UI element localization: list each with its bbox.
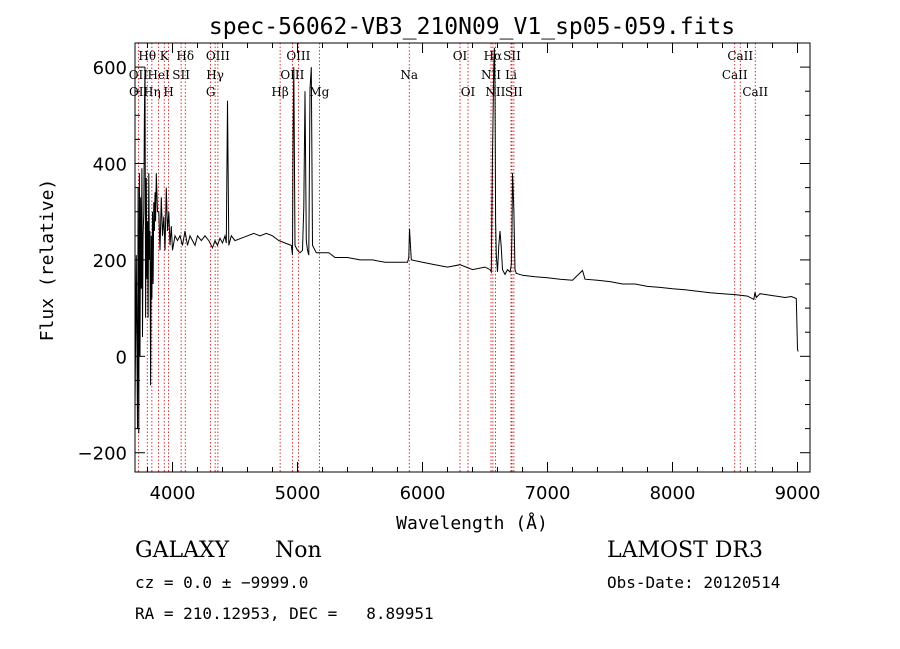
line-marker-label: Hα (484, 49, 503, 63)
line-marker-label: K (160, 49, 170, 63)
line-marker-label: Hη (143, 85, 161, 99)
line-marker-label: OI (453, 49, 468, 63)
x-axis: 4000 5000 6000 7000 8000 9000 (147, 43, 821, 504)
x-tick-label: 8000 (650, 483, 696, 504)
line-marker-label: G (206, 85, 216, 99)
spectrum-line (134, 47, 799, 434)
line-marker-label: Mg (309, 85, 329, 99)
line-marker-label: OII (129, 68, 149, 82)
line-marker-label: SII (505, 85, 523, 99)
line-marker-label: Hγ (206, 68, 224, 82)
y-tick-label: −200 (78, 444, 127, 465)
x-tick-label: 9000 (775, 483, 821, 504)
y-tick-label: 600 (93, 58, 127, 79)
line-marker-label: OIII (286, 49, 310, 63)
x-tick-label: 5000 (275, 483, 321, 504)
line-marker-label: OI (461, 85, 476, 99)
ra-dec: RA = 210.12953, DEC = 8.89951 (135, 604, 434, 623)
object-subclass: Non (275, 538, 322, 563)
y-tick-label: 0 (116, 347, 127, 368)
x-tick-label: 4000 (150, 483, 196, 504)
chart-title: spec-56062-VB3_210N09_V1_sp05-059.fits (209, 14, 735, 40)
line-marker-label: Hβ (271, 85, 288, 99)
line-marker-label: OIII (280, 68, 304, 82)
object-class: GALAXY (135, 538, 230, 563)
y-tick-label: 200 (93, 251, 127, 272)
obs-date: Obs-Date: 20120514 (607, 573, 781, 592)
line-marker-label: Hδ (176, 49, 194, 63)
line-marker-label: CaII (727, 49, 753, 63)
plot-frame (134, 42, 811, 473)
line-marker-label: OII (129, 85, 149, 99)
x-tick-label: 6000 (400, 483, 446, 504)
y-axis-label: Flux (relative) (37, 179, 58, 342)
line-marker-label: Li (505, 68, 517, 82)
redshift-cz: cz = 0.0 ± −9999.0 (135, 573, 309, 592)
line-marker-label: OIII (206, 49, 230, 63)
y-tick-label: 400 (93, 155, 127, 176)
line-marker-label: HeI (147, 68, 170, 82)
line-marker-label: Hθ (138, 49, 156, 63)
line-marker-label: H (163, 85, 173, 99)
x-tick-label: 7000 (525, 483, 571, 504)
line-marker-label: CaII (742, 85, 768, 99)
line-marker-label: NII (481, 68, 501, 82)
survey-name: LAMOST DR3 (607, 538, 763, 563)
marker-lines (137, 43, 756, 472)
x-axis-label: Wavelength (Å) (396, 512, 548, 534)
line-marker-label: CaII (722, 68, 748, 82)
line-marker-label: Na (400, 68, 418, 82)
line-marker-label: SII (172, 68, 190, 82)
line-marker-label: SII (503, 49, 521, 63)
y-axis: −200 0 200 400 600 (78, 42, 810, 465)
